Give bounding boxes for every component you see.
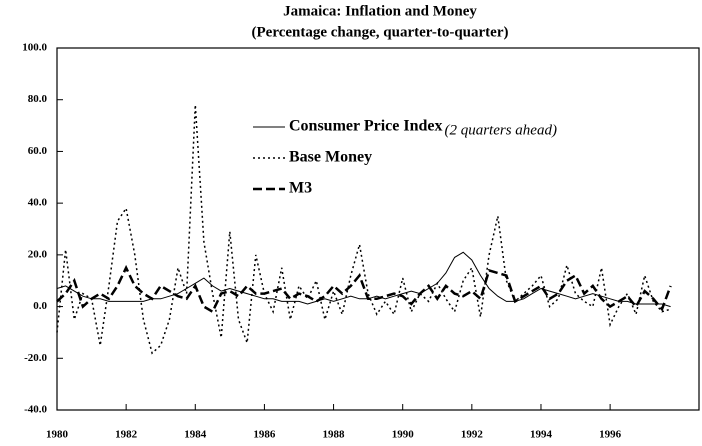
series-line [56,104,671,355]
y-tick-label: 0.0 [33,300,47,312]
series-line [56,264,672,314]
x-tick-label: 1992 [461,429,484,441]
x-tick-label: 1994 [530,429,553,441]
y-tick-label: 100.0 [22,42,47,54]
y-tick-label: 60.0 [28,145,48,157]
legend-label: M3 [289,180,312,197]
chart-subtitle: (Percentage change, quarter-to-quarter) [252,24,509,40]
y-tick-label: -40.0 [24,404,47,416]
x-tick-label: 1980 [46,429,69,441]
legend-label: Consumer Price Index [289,118,442,135]
annotation: (2 quarters ahead) [444,122,557,138]
legend-label: Base Money [289,149,372,166]
y-tick-label: 80.0 [28,93,48,105]
y-tick-label: 20.0 [28,248,48,260]
x-tick-label: 1982 [115,429,138,441]
x-tick-label: 1988 [323,429,346,441]
x-tick-label: 1984 [184,429,207,441]
y-tick-label: 40.0 [28,197,48,209]
plot-frame [56,47,700,411]
chart-title: Jamaica: Inflation and Money [283,3,477,19]
x-tick-label: 1996 [599,429,622,441]
y-tick-label: -20.0 [24,352,47,364]
series-line [56,251,671,308]
x-tick-label: 1986 [253,429,276,441]
x-tick-label: 1990 [392,429,415,441]
